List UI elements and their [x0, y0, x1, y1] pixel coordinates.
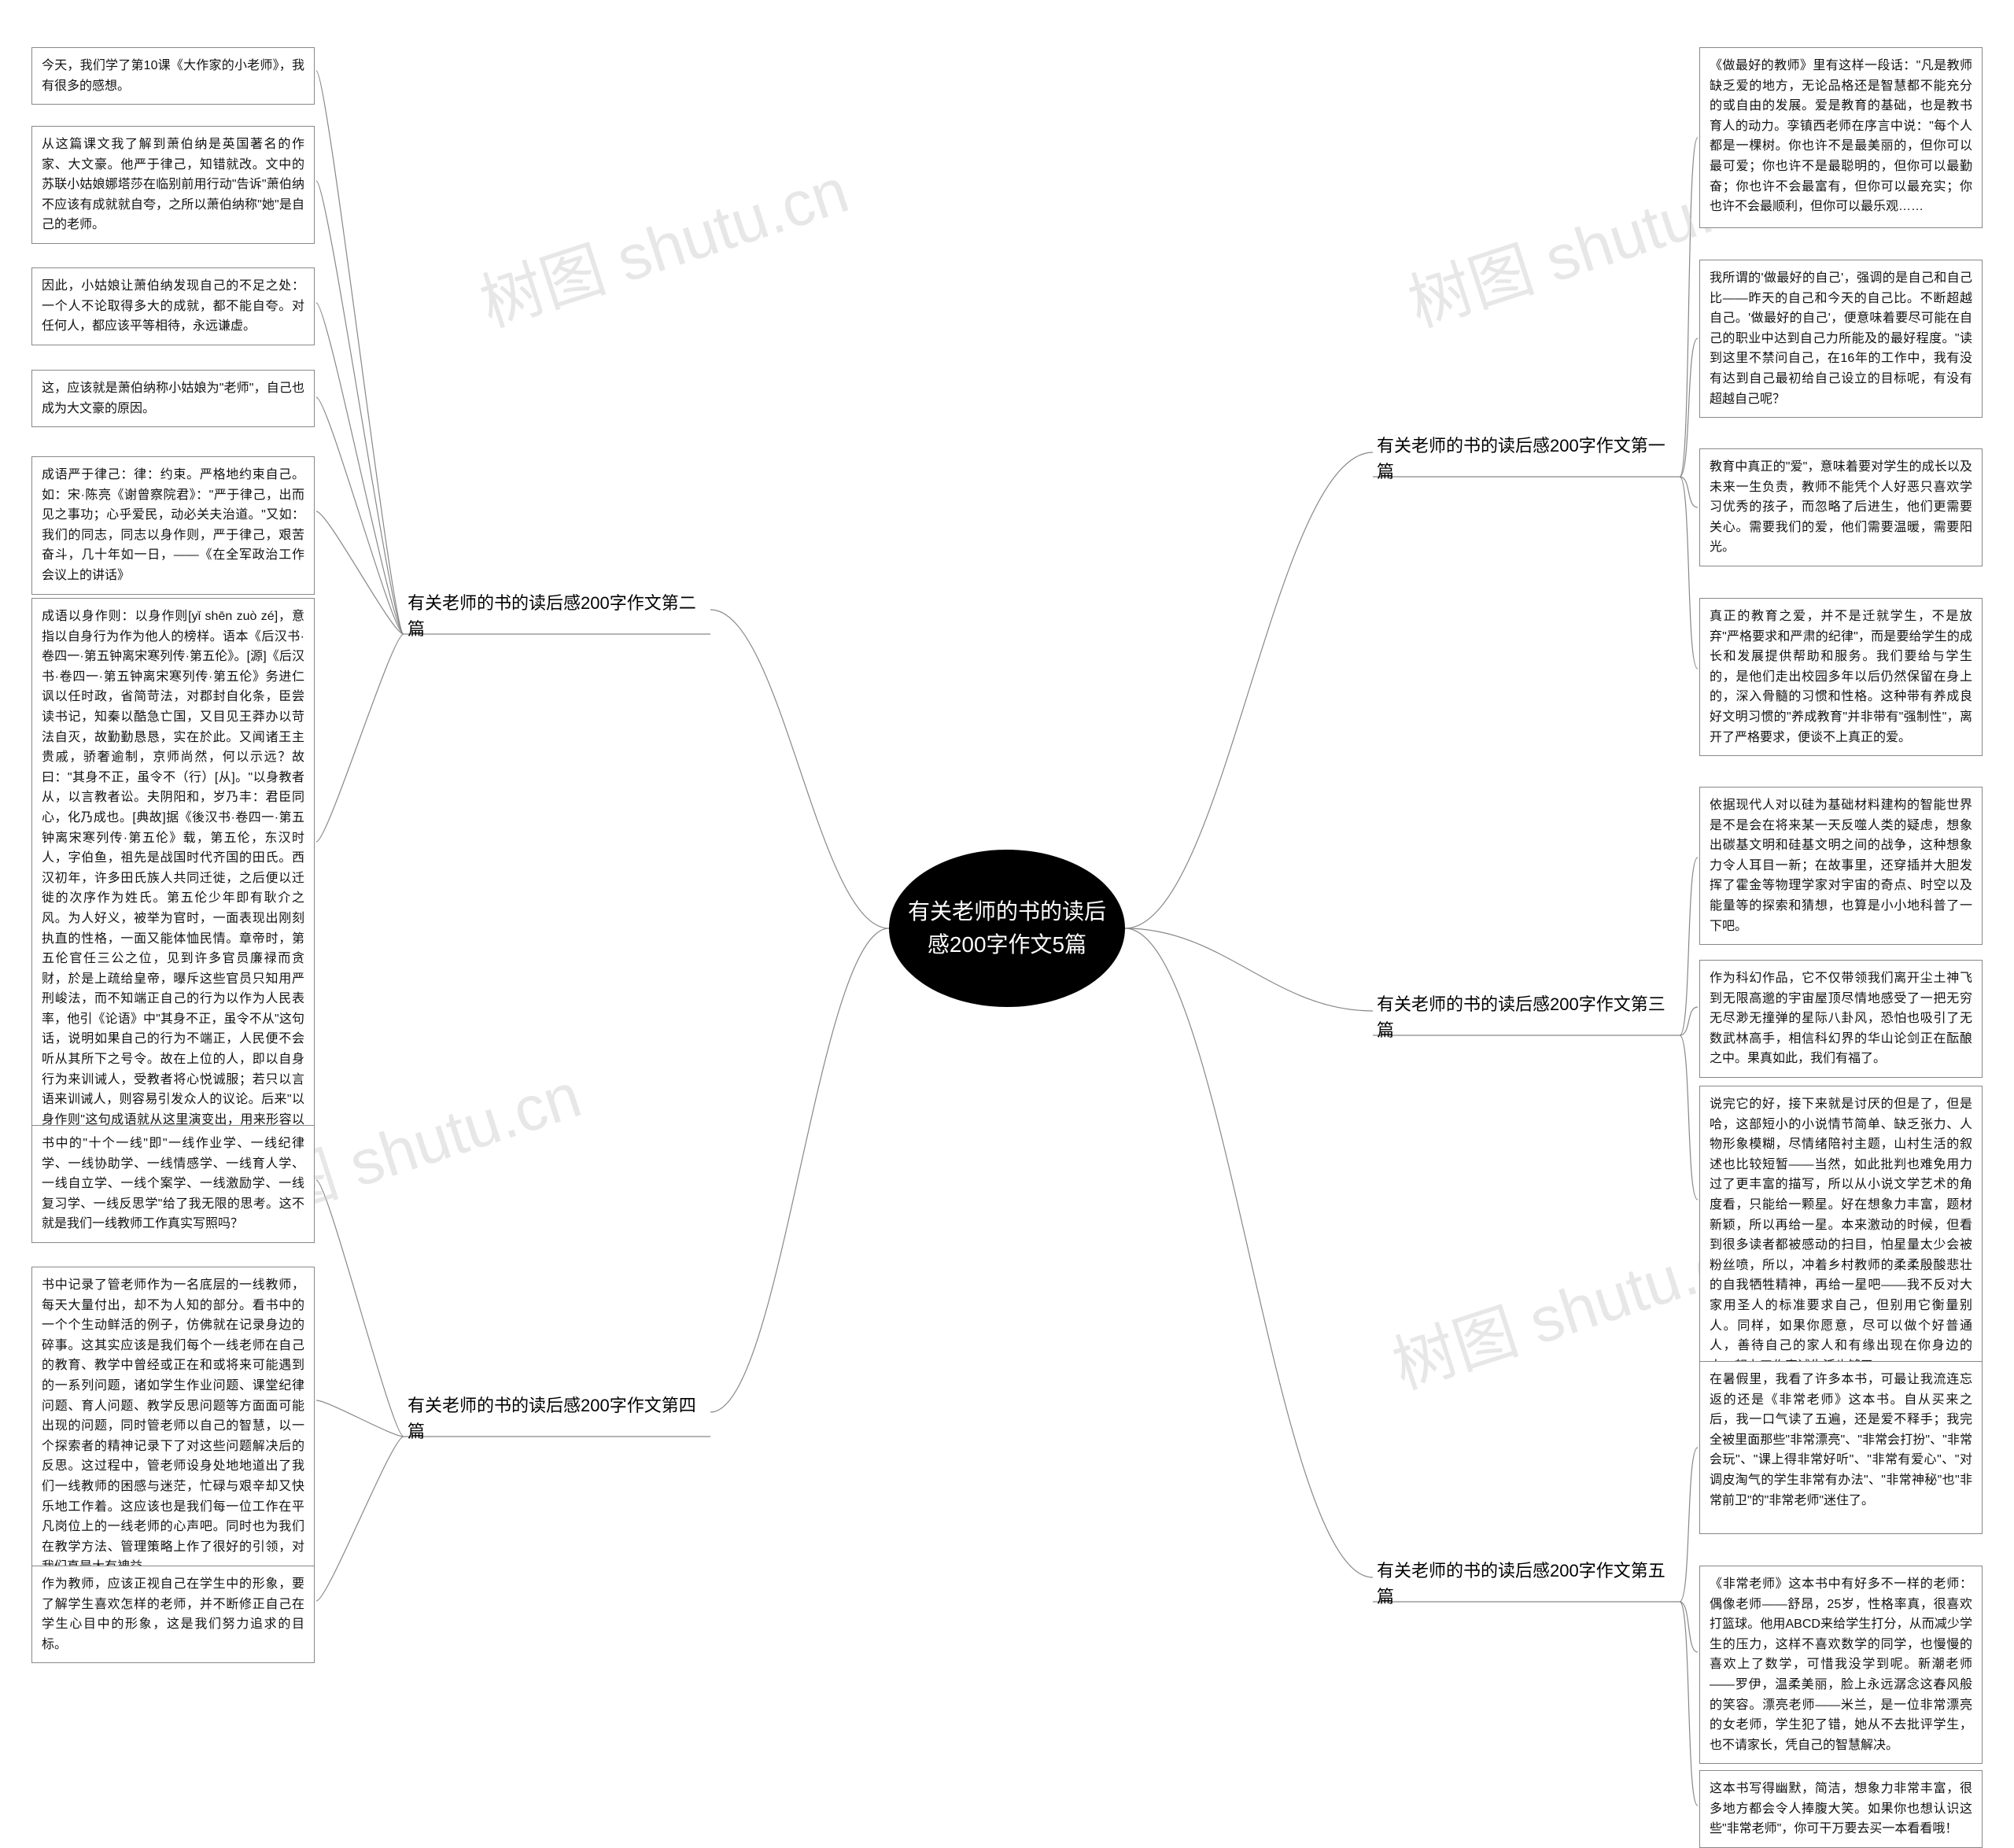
leaf-node: 因此，小姑娘让萧伯纳发现自己的不足之处：一个人不论取得多大的成就，都不能自夸。对…: [31, 267, 315, 345]
leaf-node: 在暑假里，我看了许多本书，可最让我流连忘返的还是《非常老师》这本书。自从买来之后…: [1699, 1361, 1983, 1534]
leaf-node: 这本书写得幽默，简洁，想象力非常丰富，很多地方都会令人捧腹大笑。如果你也想认识这…: [1699, 1770, 1983, 1848]
branch-label: 有关老师的书的读后感200字作文第五篇: [1377, 1558, 1676, 1610]
branch-label: 有关老师的书的读后感200字作文第二篇: [408, 590, 706, 642]
branch-label: 有关老师的书的读后感200字作文第三篇: [1377, 991, 1676, 1043]
leaf-node: 作为科幻作品，它不仅带领我们离开尘土神飞到无限高邈的宇宙屋顶尽情地感受了一把无穷…: [1699, 960, 1983, 1078]
leaf-node: 书中的"十个一线"即"一线作业学、一线纪律学、一线协助学、一线情感学、一线育人学…: [31, 1125, 315, 1243]
center-topic: 有关老师的书的读后感200字作文5篇: [889, 850, 1125, 1007]
leaf-node: 《非常老师》这本书中有好多不一样的老师：偶像老师——舒昂，25岁，性格率真，很喜…: [1699, 1566, 1983, 1764]
leaf-node: 书中记录了管老师作为一名底层的一线教师，每天大量付出，却不为人知的部分。看书中的…: [31, 1267, 315, 1586]
leaf-node: 说完它的好，接下来就是讨厌的但是了，但是哈，这部短小的小说情节简单、缺乏张力、人…: [1699, 1086, 1983, 1385]
leaf-node: 教育中真正的"爱"，意味着要对学生的成长以及未来一生负责，教师不能凭个人好恶只喜…: [1699, 448, 1983, 566]
branch-label: 有关老师的书的读后感200字作文第四篇: [408, 1392, 706, 1444]
leaf-node: 我所谓的'做最好的自己'，强调的是自己和自己比——昨天的自己和今天的自己比。不断…: [1699, 260, 1983, 418]
leaf-node: 成语以身作则：以身作则[yǐ shēn zuò zé]，意指以自身行为作为他人的…: [31, 598, 315, 1159]
leaf-node: 这，应该就是萧伯纳称小姑娘为"老师"，自己也成为大文豪的原因。: [31, 370, 315, 427]
leaf-node: 今天，我们学了第10课《大作家的小老师》，我有很多的感想。: [31, 47, 315, 105]
leaf-node: 从这篇课文我了解到萧伯纳是英国著名的作家、大文豪。他严于律己，知错就改。文中的苏…: [31, 126, 315, 244]
leaf-node: 《做最好的教师》里有这样一段话："凡是教师缺乏爱的地方，无论品格还是智慧都不能充…: [1699, 47, 1983, 228]
leaf-node: 成语严于律己：律：约束。严格地约束自己。如：宋·陈亮《谢曾察院君》："严于律己，…: [31, 456, 315, 595]
leaf-node: 真正的教育之爱，并不是迁就学生，不是放弃"严格要求和严肃的纪律"，而是要给学生的…: [1699, 598, 1983, 756]
branch-label: 有关老师的书的读后感200字作文第一篇: [1377, 433, 1676, 485]
leaf-node: 作为教师，应该正视自己在学生中的形象，要了解学生喜欢怎样的老师，并不断修正自己在…: [31, 1566, 315, 1663]
leaf-node: 依据现代人对以硅为基础材料建构的智能世界是不是会在将来某一天反噬人类的疑虑，想象…: [1699, 787, 1983, 945]
watermark: 树图 shutu.cn: [467, 140, 858, 345]
